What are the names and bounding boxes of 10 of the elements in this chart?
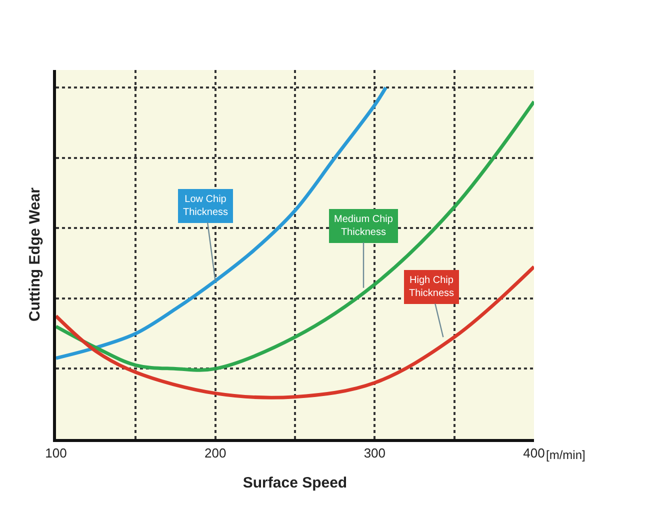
- x-tick-label: 200: [204, 446, 226, 461]
- x-tick-label: 300: [364, 446, 386, 461]
- annotation: High Chip Thickness: [409, 275, 454, 299]
- annotation: Medium Chip Thickness: [334, 214, 394, 238]
- annotation: Low Chip Thickness: [183, 194, 228, 218]
- text: [m/min]: [546, 448, 586, 462]
- x-tick-label: 100: [45, 446, 67, 461]
- x-axis-title: Surface Speed: [242, 474, 348, 492]
- y-axis-title: Cutting Edge Wear: [26, 187, 44, 322]
- x-tick-label: 400: [523, 446, 545, 461]
